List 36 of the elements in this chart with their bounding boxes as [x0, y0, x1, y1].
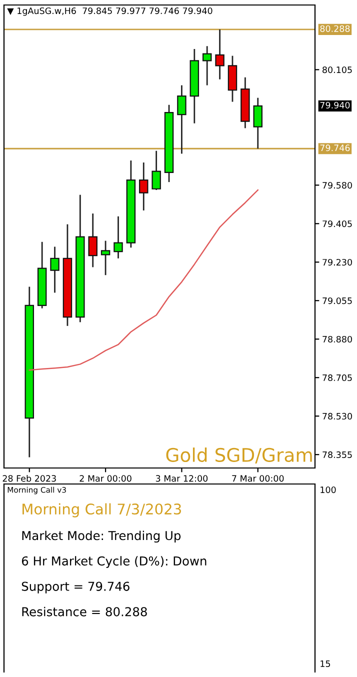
y-tick-label: 78.880: [322, 336, 352, 343]
candlestick: [152, 150, 161, 191]
line-series: [28, 189, 259, 371]
text: 15: [320, 660, 330, 668]
x-tick-label: 28 Feb 2023: [2, 474, 56, 482]
candlestick: [215, 28, 224, 80]
candlestick: [114, 216, 123, 260]
text: Morning Call 7/3/2023: [22, 503, 181, 518]
ref-line-label: 79.746: [320, 144, 350, 152]
y-tick-label: 79.405: [322, 220, 352, 228]
candlestick: [88, 212, 98, 268]
candlestick: [253, 97, 262, 150]
text: Resistance = 80.288: [22, 606, 147, 616]
ref-line-label: 80.288: [320, 25, 350, 32]
y-tick-label: 79.230: [322, 258, 352, 266]
y-tick-label: 78.705: [322, 374, 352, 382]
x-tick-label: 7 Mar 00:00: [232, 475, 284, 482]
text: Market Mode: Trending Up: [22, 530, 181, 543]
text: 79.940: [320, 102, 350, 108]
candlestick: [100, 240, 110, 276]
x-tick-label: 2 Mar 00:00: [80, 475, 132, 482]
chart-title: ▼ 1gAuSG.w,H6 79.845 79.977 79.746 79.940: [7, 7, 212, 16]
y-tick-label: 78.355: [322, 451, 352, 458]
candlestick: [139, 162, 148, 212]
x-tick-label: 3 Mar 12:00: [156, 475, 208, 482]
text: 100: [320, 486, 336, 494]
candlestick: [202, 45, 212, 86]
y-tick-label: 79.055: [322, 297, 352, 304]
candlestick: [50, 246, 60, 294]
y-tick-label: 79.580: [322, 182, 352, 189]
annotation: Gold SGD/Gram: [166, 448, 312, 464]
y-tick-label: 80.105: [322, 66, 352, 74]
y-tick-label: 78.530: [322, 412, 352, 420]
candlestick: [177, 84, 186, 154]
text: 6 Hr Market Cycle (D%): Down: [22, 556, 206, 568]
text: Support = 79.746: [22, 582, 130, 594]
